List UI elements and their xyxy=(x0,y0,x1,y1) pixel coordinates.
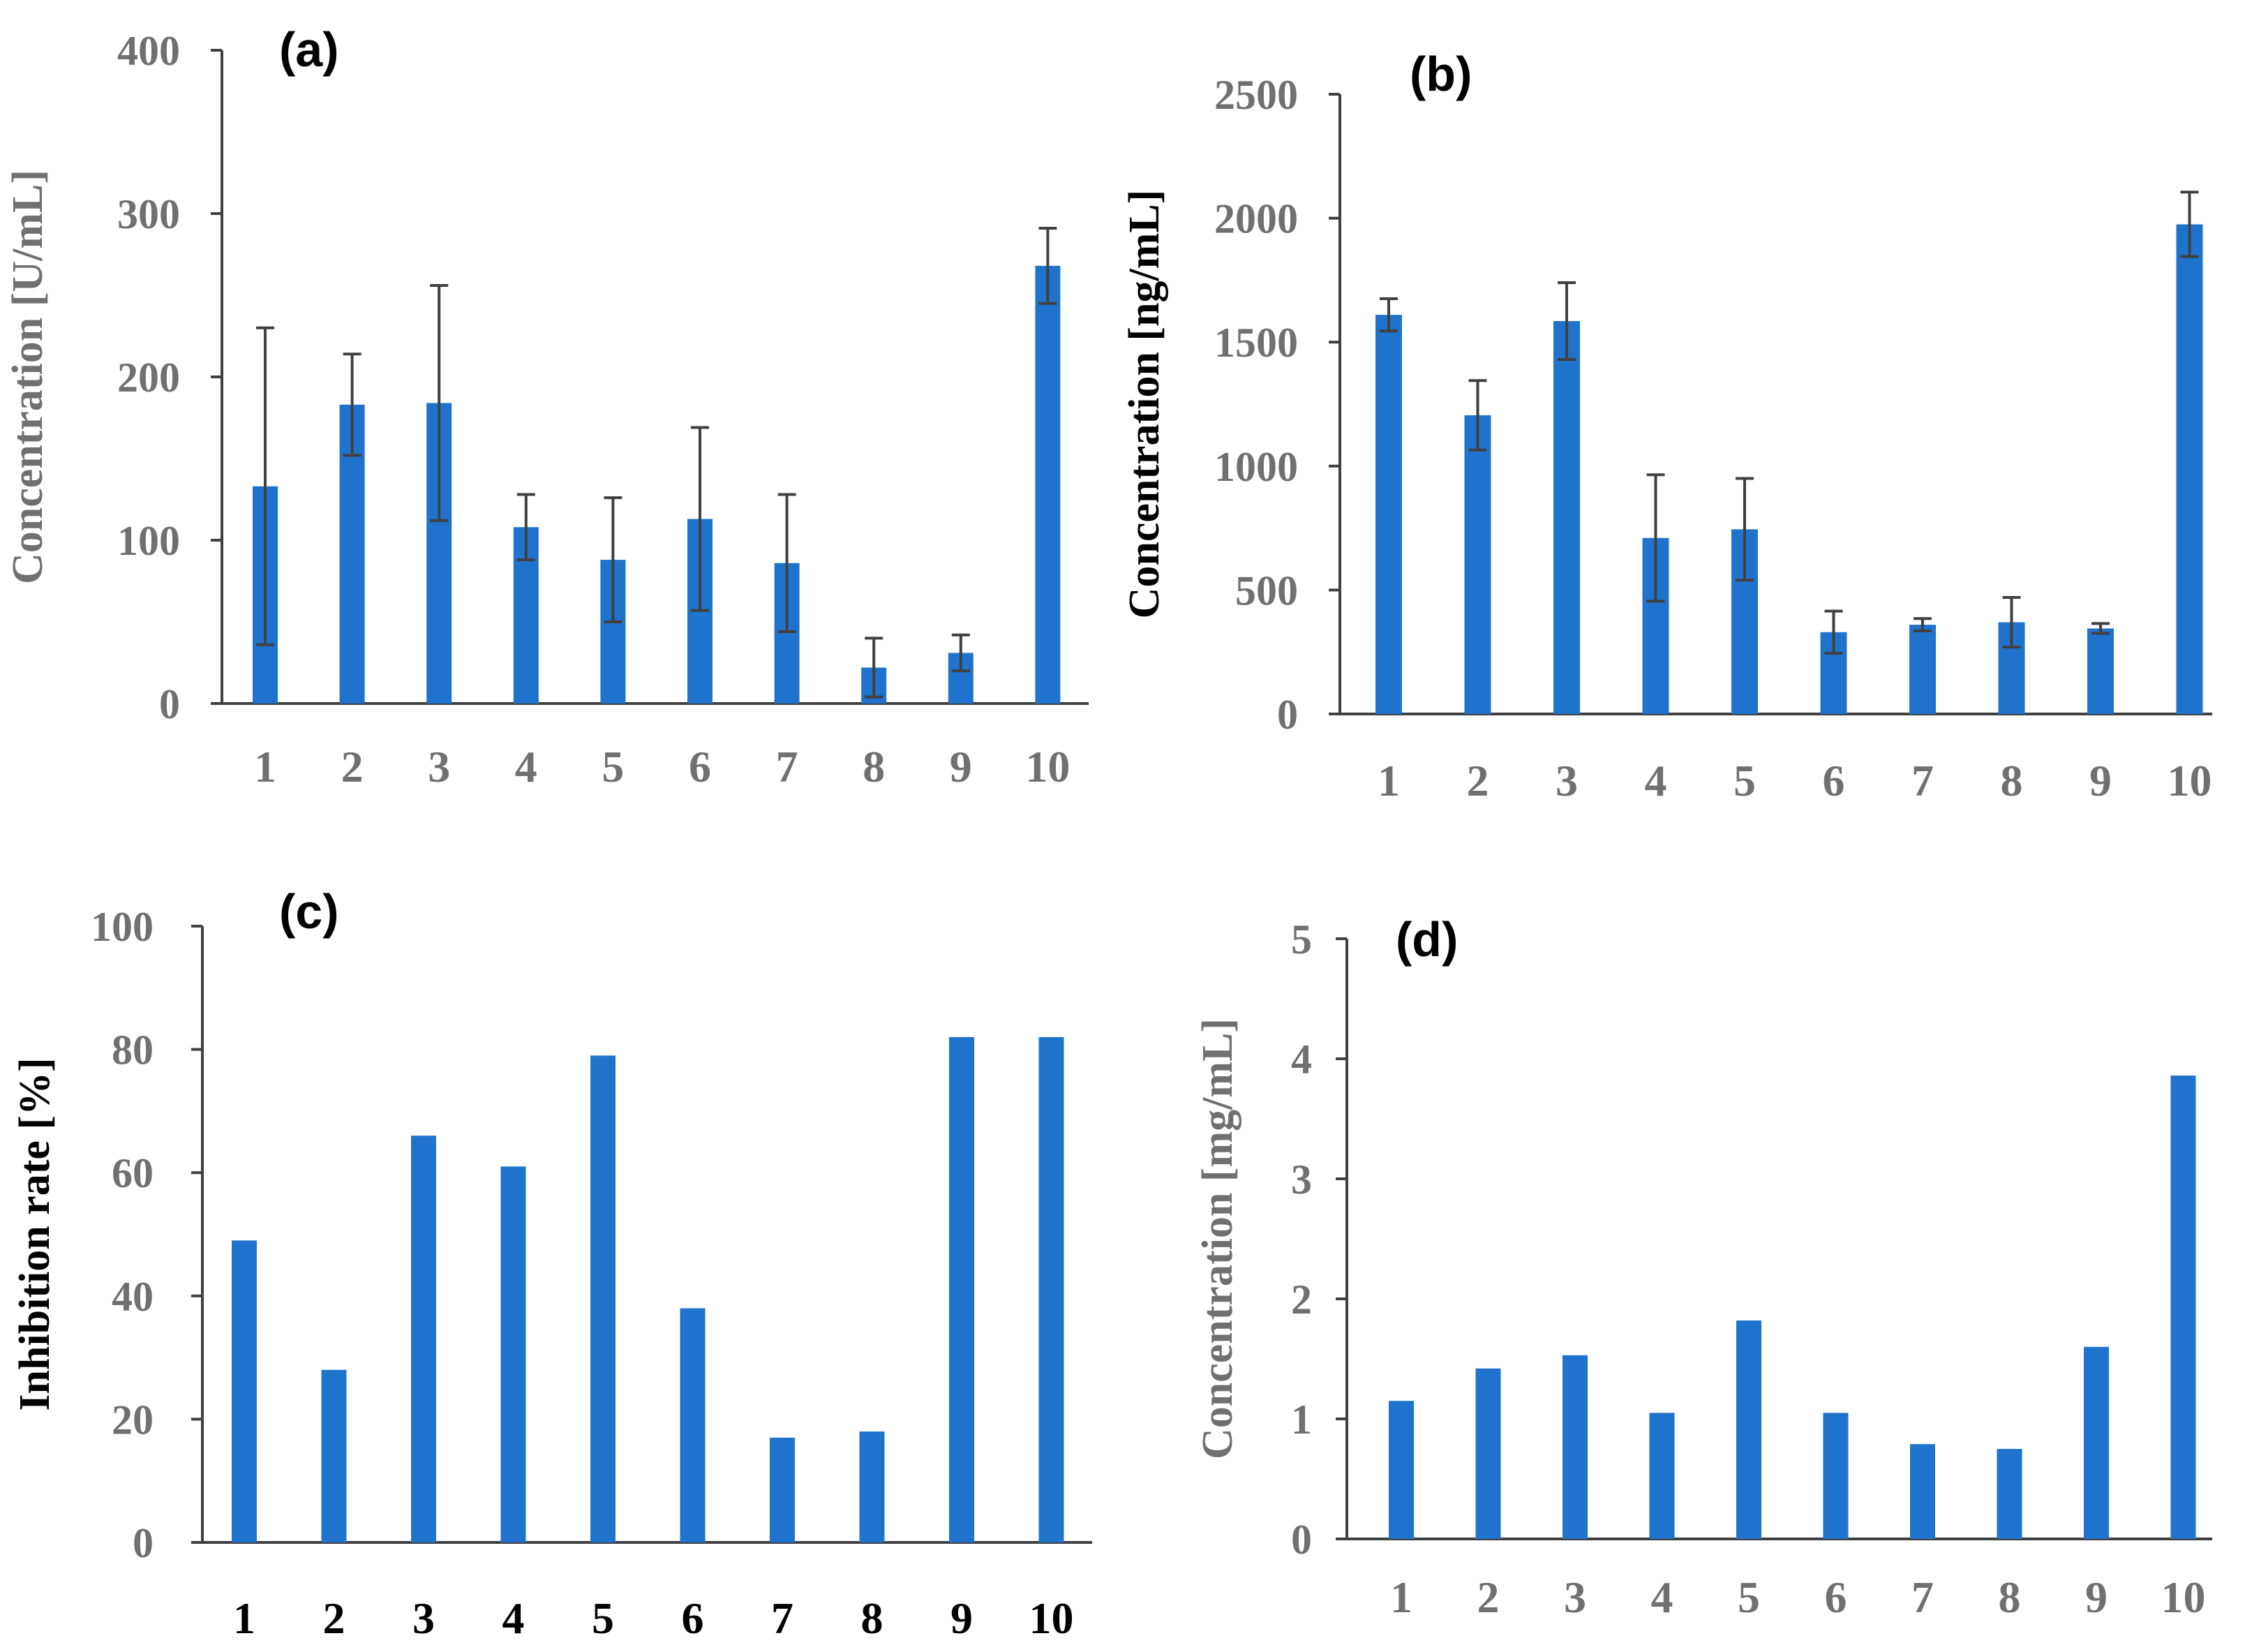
panel-c-xtick-label: 8 xyxy=(861,1593,883,1643)
panel-c-ytick-label: 20 xyxy=(112,1397,154,1443)
panel-a-ytick-label: 400 xyxy=(117,28,180,74)
panel-a-xtick-label: 4 xyxy=(515,742,537,791)
panel-c-xtick-label: 6 xyxy=(682,1593,704,1643)
panel-d-bar xyxy=(1475,1368,1501,1539)
panel-b-xtick-label: 5 xyxy=(1733,756,1756,805)
panel-a-xtick-label: 10 xyxy=(1025,742,1070,791)
panel-b-bar xyxy=(1553,321,1580,714)
panel-c-bar xyxy=(232,1240,257,1542)
panel-a-xtick-label: 9 xyxy=(950,742,972,791)
panel-b-ytick-label: 2000 xyxy=(1214,196,1298,242)
panel-d-ytick-label: 5 xyxy=(1291,916,1312,962)
panel-c-xtick-label: 10 xyxy=(1029,1593,1074,1643)
panel-d-xtick-label: 4 xyxy=(1651,1572,1673,1622)
panel-d-xtick-label: 3 xyxy=(1564,1572,1586,1622)
panel-c-bar xyxy=(500,1166,526,1542)
panel-a-bar xyxy=(1035,265,1061,704)
panel-d-xtick-label: 6 xyxy=(1825,1572,1847,1622)
panel-c-xtick-label: 7 xyxy=(771,1593,793,1643)
panel-b-label: (b) xyxy=(1410,47,1472,101)
panel-d-xtick-label: 2 xyxy=(1477,1572,1500,1622)
panel-b-y-axis-title: Concentration [ng/mL] xyxy=(1121,190,1168,619)
panel-d-bar xyxy=(1389,1401,1414,1539)
panel-b-xtick-label: 4 xyxy=(1645,756,1667,805)
panel-c-xtick-label: 4 xyxy=(502,1593,525,1643)
panel-d-ytick-label: 1 xyxy=(1291,1397,1312,1443)
panel-b-ytick-label: 0 xyxy=(1277,692,1298,738)
panel-d-bar xyxy=(1736,1320,1761,1539)
panel-d-bar xyxy=(1823,1413,1849,1539)
panel-c-ytick-label: 60 xyxy=(112,1150,154,1196)
panel-c-bar xyxy=(321,1369,347,1542)
panel-d-ytick-label: 4 xyxy=(1291,1036,1312,1082)
panel-b-bar xyxy=(1464,415,1491,714)
panel-c-bar xyxy=(590,1055,616,1542)
panel-d-xtick-label: 8 xyxy=(1999,1572,2021,1622)
panel-c-y-axis-title: Inhibition rate [%] xyxy=(11,1057,59,1411)
panel-b-ytick-label: 1500 xyxy=(1214,320,1298,366)
panel-d-bar xyxy=(1910,1444,1935,1539)
panel-d-xtick-label: 1 xyxy=(1390,1572,1412,1622)
panel-c-ytick-label: 80 xyxy=(112,1027,154,1073)
panel-d-ytick-label: 2 xyxy=(1291,1277,1312,1323)
panel-c-xtick-label: 1 xyxy=(233,1593,255,1643)
panel-a-xtick-label: 2 xyxy=(341,742,364,791)
panel-a-xtick-label: 1 xyxy=(254,742,276,791)
panel-b-ytick-label: 1000 xyxy=(1214,444,1298,490)
panel-a-xtick-label: 7 xyxy=(776,742,798,791)
panel-d-bar xyxy=(1649,1413,1675,1539)
panel-c-ytick-label: 100 xyxy=(91,904,154,950)
panel-c-bar xyxy=(859,1431,885,1542)
panel-a-label: (a) xyxy=(279,22,339,77)
panel-b-xtick-label: 9 xyxy=(2089,756,2112,805)
panel-d-ytick-label: 3 xyxy=(1291,1156,1312,1203)
panel-b-bar xyxy=(1375,315,1402,714)
panel-c-bar xyxy=(680,1308,706,1542)
panel-b-xtick-label: 3 xyxy=(1556,756,1578,805)
panel-d-ytick-label: 0 xyxy=(1291,1517,1312,1563)
panel-d-bar xyxy=(1997,1449,2022,1539)
panel-a-ytick-label: 300 xyxy=(117,191,180,237)
panel-a-xtick-label: 6 xyxy=(689,742,711,791)
panel-b-xtick-label: 2 xyxy=(1467,756,1489,805)
panel-c-xtick-label: 3 xyxy=(412,1593,435,1643)
panel-c-xtick-label: 5 xyxy=(592,1593,614,1643)
panel-b-xtick-label: 6 xyxy=(1823,756,1845,805)
panel-d-bar xyxy=(2084,1346,2109,1539)
panel-c-xtick-label: 9 xyxy=(950,1593,973,1643)
panel-c-ytick-label: 0 xyxy=(133,1520,154,1566)
panel-b-xtick-label: 7 xyxy=(1911,756,1934,805)
panel-a-ytick-label: 0 xyxy=(159,681,180,727)
panel-a-xtick-label: 5 xyxy=(602,742,624,791)
panel-b-ytick-label: 500 xyxy=(1235,567,1298,613)
panel-b-xtick-label: 8 xyxy=(2001,756,2023,805)
panel-c-xtick-label: 2 xyxy=(323,1593,345,1643)
panel-b-bar xyxy=(2087,628,2114,714)
panel-a-ytick-label: 200 xyxy=(117,355,180,401)
panel-d-xtick-label: 9 xyxy=(2085,1572,2108,1622)
panel-d-bar xyxy=(2170,1076,2196,1539)
panel-c-bar xyxy=(1038,1036,1064,1542)
panel-b-bar xyxy=(2176,224,2203,715)
panel-c-bar xyxy=(770,1437,795,1542)
panel-b-ytick-label: 2500 xyxy=(1214,72,1298,118)
panel-b-bar xyxy=(1909,625,1936,714)
panel-d-label: (d) xyxy=(1396,912,1458,967)
panel-b-xtick-label: 1 xyxy=(1378,756,1400,805)
panel-a-xtick-label: 8 xyxy=(863,742,885,791)
panel-c-bar xyxy=(411,1136,436,1542)
panel-c-ytick-label: 40 xyxy=(112,1274,154,1320)
panel-b-xtick-label: 10 xyxy=(2168,756,2212,805)
panel-d-xtick-label: 7 xyxy=(1911,1572,1934,1622)
panel-c-bar xyxy=(949,1036,974,1542)
panel-d-xtick-label: 5 xyxy=(1738,1572,1760,1622)
panel-d-bar xyxy=(1562,1355,1588,1539)
panel-a-ytick-label: 100 xyxy=(117,518,180,564)
panel-d-y-axis-title: Concentration [mg/mL] xyxy=(1194,1018,1241,1459)
panel-a-y-axis-title: Concentration [U/mL] xyxy=(4,170,52,584)
panel-c-label: (c) xyxy=(279,884,339,939)
panel-a-xtick-label: 3 xyxy=(428,742,450,791)
panel-d-xtick-label: 10 xyxy=(2161,1572,2206,1622)
